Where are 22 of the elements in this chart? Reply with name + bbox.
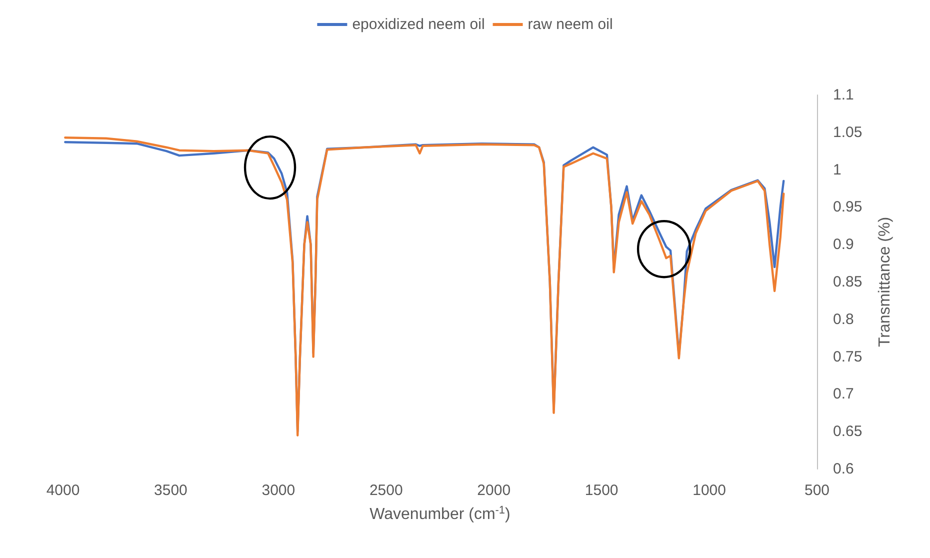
x-tick-label: 1000	[692, 482, 726, 499]
y-tick-label: 0.85	[833, 274, 862, 290]
y-tick-label: 1.1	[833, 86, 854, 104]
y-tick-label: 0.65	[833, 423, 862, 440]
y-axis-title: Transmittance (%)	[876, 216, 894, 348]
x-tick-label: 2500	[369, 482, 403, 499]
y-tick-label: 0.9	[833, 236, 854, 254]
x-tick-label: 2000	[477, 482, 511, 499]
y-tick-label: 0.75	[833, 348, 862, 366]
x-tick-label: 4000	[46, 482, 80, 499]
y-tick-label: 0.95	[833, 198, 862, 216]
legend-label: raw neem oil	[528, 16, 613, 33]
y-tick-label: 0.7	[833, 386, 854, 403]
y-tick-label: 0.6	[833, 460, 854, 478]
x-tick-label: 500	[804, 482, 830, 499]
y-tick-label: 0.8	[833, 310, 854, 328]
y-tick-label: 1	[833, 161, 842, 178]
x-tick-label: 3500	[154, 482, 188, 499]
y-tick-label: 1.05	[833, 124, 862, 141]
x-tick-label: 1500	[584, 482, 618, 499]
legend-label: epoxidized neem oil	[352, 16, 485, 33]
x-tick-label: 3000	[262, 482, 296, 499]
